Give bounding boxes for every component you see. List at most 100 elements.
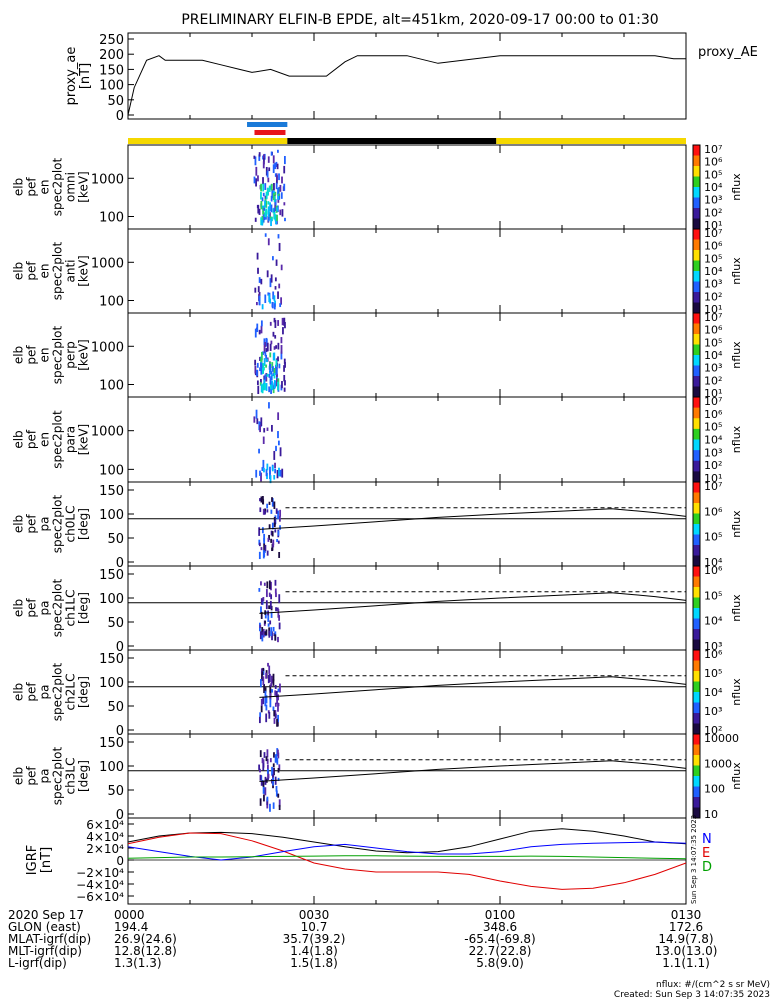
- igrf-legend-d: D: [702, 860, 712, 875]
- spectrogram-pixel: [263, 207, 266, 211]
- y-axis-label: pa: [38, 769, 52, 784]
- spectrogram-pixel: [258, 329, 261, 335]
- spectrogram-pixel: [262, 210, 264, 215]
- spectrogram-pixel: [264, 294, 267, 304]
- spectrogram-pixel: [272, 352, 275, 361]
- spectrogram-pixel: [263, 344, 266, 354]
- spectrogram-pixel: [261, 205, 264, 210]
- y-tick-label: 0: [116, 808, 124, 823]
- spectrogram-pixel: [258, 542, 261, 547]
- spectrogram-pixel: [270, 538, 273, 543]
- spectrogram-pixel: [270, 581, 272, 591]
- spectrogram-pixel: [266, 373, 269, 377]
- spectrogram-pixel: [276, 469, 279, 479]
- spectrogram-pixel: [265, 713, 268, 723]
- spectrogram-pixel: [259, 367, 261, 372]
- y-tick-label: 200: [99, 48, 124, 63]
- spectrogram-pixel: [253, 416, 256, 423]
- spectrogram-pixel: [262, 696, 265, 705]
- y-axis-label: pef: [25, 766, 39, 786]
- spectrogram-pixel: [268, 167, 271, 172]
- spectrogram-pixel: [274, 199, 277, 206]
- spectrogram-pixel: [260, 183, 262, 192]
- spectrogram-pixel: [275, 785, 278, 792]
- y-axis-label: ch2LC: [64, 674, 78, 711]
- y-tick-label: 0: [116, 724, 124, 739]
- loss-cone-line: [259, 592, 687, 614]
- spectrogram-pixel: [269, 600, 272, 610]
- y-axis-label: [deg]: [77, 676, 91, 708]
- y-axis-label: en: [38, 264, 52, 279]
- y-axis-label: anti: [64, 260, 78, 283]
- spectrogram-pixel: [262, 628, 265, 638]
- spectrogram-pixel: [268, 402, 270, 409]
- colorbar-segment: [693, 786, 700, 798]
- y-tick-label: 6×10⁴: [86, 818, 124, 832]
- colorbar-tick-label: 10³: [704, 194, 722, 207]
- colorbar-tick-label: 10²: [704, 459, 722, 472]
- spectrogram-pixel: [262, 508, 265, 515]
- spectrogram-pixel: [271, 216, 273, 222]
- spectrogram-pixel: [275, 607, 277, 612]
- spectrogram-pixel: [275, 345, 278, 349]
- colorbar-segment: [693, 428, 700, 440]
- pitch-angle-panel-frame: [127, 565, 687, 651]
- spectrogram-pixel: [254, 328, 257, 338]
- spectrogram-pixel: [279, 209, 282, 216]
- spectrogram-pixel: [262, 549, 265, 559]
- spectrogram-pixel: [276, 378, 278, 387]
- spectrogram-pixel: [261, 351, 263, 361]
- colorbar-label: nflux: [730, 341, 743, 369]
- spectrogram-pixel: [277, 431, 279, 439]
- spectrogram-pixel: [274, 277, 277, 282]
- spectrogram-pixel: [279, 469, 282, 477]
- spectrogram-pixel: [260, 781, 263, 786]
- spectrogram-pixel: [272, 190, 275, 195]
- proxy-ae-frame: [127, 32, 687, 120]
- spectrogram-pixel: [278, 515, 281, 522]
- spectrogram-pixel: [261, 631, 264, 636]
- spectrogram-pixel: [271, 362, 274, 369]
- spectrogram-pixel: [262, 597, 265, 602]
- spectrogram-pixel: [266, 758, 269, 764]
- spectrogram-pixel: [278, 173, 280, 181]
- pitch-angle-panel-frame: [127, 733, 687, 819]
- spectrogram-pixel: [259, 382, 262, 386]
- colorbar-segment: [693, 566, 700, 577]
- y-tick-label: −6×10⁴: [76, 890, 124, 904]
- footer-row-label: L-igrf(dip): [8, 956, 67, 970]
- colorbar-segment: [693, 386, 700, 398]
- y-tick-label: 0: [116, 640, 124, 655]
- spectrogram-pixel: [269, 381, 272, 390]
- spectrogram-pixel: [255, 469, 258, 478]
- y-tick-label: 50: [107, 532, 124, 547]
- spectrogram-pixel: [269, 475, 272, 484]
- colorbar-tick-label: 10³: [704, 278, 722, 291]
- spectrogram-pixel: [260, 668, 263, 674]
- colorbar-tick-label: 10⁴: [704, 615, 723, 628]
- spectrogram-pixel: [265, 589, 268, 598]
- plot-title: PRELIMINARY ELFIN-B EPDE, alt=451km, 202…: [181, 12, 658, 28]
- y-axis-label: elb: [12, 599, 26, 617]
- y-axis-label: spec2plot: [51, 325, 65, 384]
- colorbar-segment: [693, 344, 700, 356]
- spectrogram-pixel: [273, 522, 276, 528]
- igrf-total-line: [127, 828, 687, 854]
- y-tick-label: −2×10⁴: [76, 866, 124, 880]
- spectrogram-pixel: [268, 630, 271, 638]
- spectrogram-pixel: [274, 162, 277, 170]
- spectrogram-pixel: [271, 522, 274, 530]
- spectrogram-pixel: [274, 684, 277, 689]
- spectrogram-pixel: [277, 714, 279, 723]
- spectrogram-pixel: [277, 609, 280, 618]
- spectrogram-pixel: [282, 327, 284, 335]
- spectrogram-pixel: [279, 509, 282, 517]
- spectrogram-pixel: [269, 803, 271, 812]
- spectrogram-pixel: [283, 387, 286, 392]
- spectrogram-pixel: [264, 787, 267, 796]
- y-axis-label: pef: [25, 514, 39, 534]
- colorbar-segment: [693, 629, 700, 640]
